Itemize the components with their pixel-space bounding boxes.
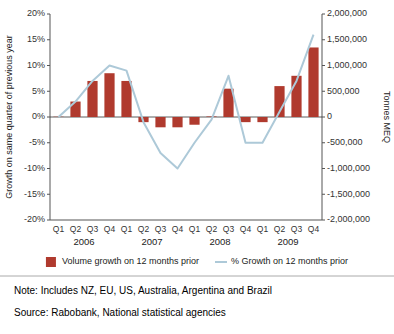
- x-tick-label: Q1: [257, 224, 269, 234]
- x-tick-label: Q4: [240, 224, 252, 234]
- y-tick: [47, 91, 50, 92]
- bar: [240, 117, 250, 122]
- bar: [155, 117, 165, 127]
- y-tick: [47, 117, 50, 118]
- bar: [189, 117, 199, 125]
- y-tick: [47, 14, 50, 15]
- x-tick-label: Q3: [291, 224, 303, 234]
- x-axis-line: [50, 220, 322, 221]
- bar: [172, 117, 182, 127]
- x-tick-label: Q3: [155, 224, 167, 234]
- x-tick-label: Q2: [274, 224, 286, 234]
- y2-axis-label: Tonnes MEQ: [382, 91, 392, 143]
- y-tick-label: -20%: [24, 214, 45, 224]
- y2-tick: [322, 142, 325, 143]
- legend-swatch: [215, 261, 227, 263]
- note: Note: Includes NZ, EU, US, Australia, Ar…: [14, 285, 272, 296]
- legend-item: % Growth on 12 months prior: [215, 256, 348, 266]
- line: [59, 35, 314, 169]
- y2-tick: [322, 168, 325, 169]
- source: Source: Rabobank, National statistical a…: [14, 307, 226, 318]
- y-tick: [47, 168, 50, 169]
- bar: [121, 81, 131, 117]
- y-tick: [47, 39, 50, 40]
- y-tick-label: 5%: [32, 86, 45, 96]
- legend-label: % Growth on 12 months prior: [231, 256, 348, 266]
- y-axis-label: Growth on same quarter of previous year: [4, 35, 14, 199]
- legend: Volume growth on 12 months prior % Growth…: [46, 256, 348, 267]
- y-tick-label: 0%: [32, 111, 45, 121]
- x-tick-label: Q4: [308, 224, 320, 234]
- x-tick-label: Q3: [87, 224, 99, 234]
- y2-tick-label: 1,500,000: [327, 34, 367, 44]
- legend-item: Volume growth on 12 months prior: [46, 256, 199, 267]
- x-tick-label: Q4: [172, 224, 184, 234]
- bar: [257, 117, 267, 122]
- legend-swatch: [46, 257, 56, 267]
- y2-tick-label: -1,000,000: [327, 163, 370, 173]
- x-tick-label: Q4: [104, 224, 116, 234]
- x-tick-label: Q1: [121, 224, 133, 234]
- bar: [308, 47, 318, 117]
- y2-tick: [322, 14, 325, 15]
- y2-tick-label: 2,000,000: [327, 8, 367, 18]
- y-tick: [47, 65, 50, 66]
- x-tick-label: Q1: [189, 224, 201, 234]
- y-tick: [47, 142, 50, 143]
- y2-tick-label: 1,000,000: [327, 60, 367, 70]
- year-label: 2007: [141, 236, 162, 247]
- note-divider: [0, 276, 394, 277]
- y2-tick: [322, 91, 325, 92]
- y-tick-label: 10%: [27, 60, 45, 70]
- y2-tick-label: 0: [327, 111, 332, 121]
- y2-tick-label: -2,000,000: [327, 214, 370, 224]
- y2-tick-label: 500,000: [327, 86, 360, 96]
- y2-tick-label: -1,500,000: [327, 189, 370, 199]
- year-label: 2006: [73, 236, 94, 247]
- y2-tick: [322, 117, 325, 118]
- y2-tick: [322, 39, 325, 40]
- chart: -20% -15% -10% -5% 0% 5% 10% 15% 20% -2,000,000 -1…: [0, 0, 394, 334]
- y2-tick: [322, 194, 325, 195]
- y-tick-label: 15%: [27, 34, 45, 44]
- bar: [104, 73, 114, 117]
- y-tick-label: -15%: [24, 189, 45, 199]
- year-label: 2009: [277, 236, 298, 247]
- legend-label: Volume growth on 12 months prior: [62, 256, 199, 266]
- x-tick-label: Q3: [223, 224, 235, 234]
- plot-data: [50, 35, 322, 169]
- y-tick: [47, 220, 50, 221]
- y2-tick: [322, 65, 325, 66]
- axes: -20% -15% -10% -5% 0% 5% 10% 15% 20% -2,000,000 -1…: [24, 8, 370, 224]
- x-tick-label: Q2: [206, 224, 218, 234]
- y-tick-label: 20%: [27, 8, 45, 18]
- y-tick-label: -5%: [29, 137, 45, 147]
- x-tick-label: Q1: [53, 224, 65, 234]
- y-tick-label: -10%: [24, 163, 45, 173]
- y2-tick: [322, 220, 325, 221]
- y-tick: [47, 194, 50, 195]
- year-label: 2008: [209, 236, 230, 247]
- x-tick-label: Q2: [138, 224, 150, 234]
- x-tick-label: Q2: [70, 224, 82, 234]
- y2-tick-label: -500,000: [327, 137, 363, 147]
